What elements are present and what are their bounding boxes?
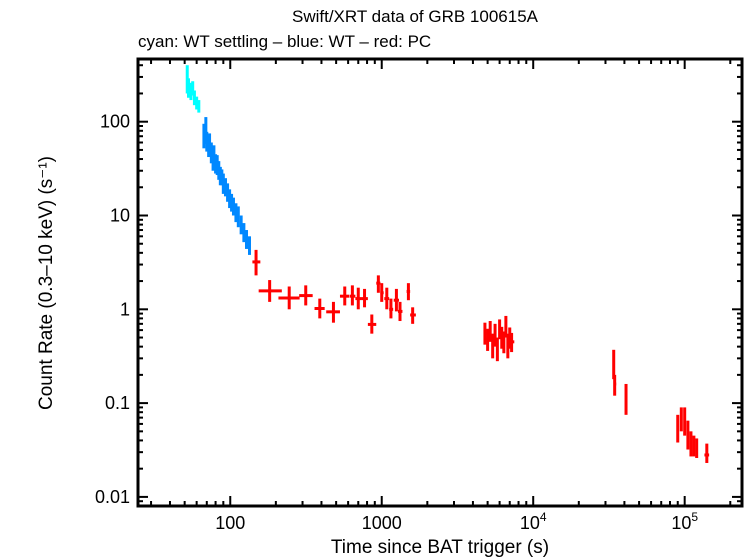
data-point <box>380 283 384 302</box>
y-tick-label: 0.1 <box>105 393 130 413</box>
data-point <box>510 332 515 353</box>
data-point <box>397 301 403 322</box>
data-point <box>488 321 492 342</box>
y-tick-label: 0.01 <box>95 487 130 507</box>
x-tick-label: 105 <box>671 510 698 533</box>
data-point <box>239 215 243 235</box>
x-axis-label: Time since BAT trigger (s) <box>331 537 549 558</box>
data-point <box>384 287 390 310</box>
data-point <box>612 349 616 380</box>
y-tick-label: 100 <box>100 112 130 132</box>
data-point <box>367 314 377 334</box>
data-point <box>692 435 696 457</box>
chart-title: Swift/XRT data of GRB 100615A <box>292 7 539 26</box>
data-point <box>226 183 230 202</box>
data-point <box>314 298 325 319</box>
y-tick-label: 10 <box>110 205 130 225</box>
data-point <box>191 81 195 96</box>
data-point <box>502 331 506 354</box>
data-point <box>234 203 238 223</box>
data-point <box>355 287 362 310</box>
data-point <box>686 420 690 450</box>
axis-ticks: 100 1000 104 105 0.01 0.1 1 10 100 <box>95 59 742 533</box>
data-points <box>185 65 710 463</box>
x-tick-exponent: 4 <box>540 510 547 524</box>
data-point <box>613 374 617 396</box>
data-point <box>195 96 199 110</box>
chart-subtitle: cyan: WT settling – blue: WT – red: PC <box>138 32 431 51</box>
data-point <box>410 307 416 324</box>
data-point <box>192 90 196 106</box>
data-point <box>683 407 687 436</box>
plot-frame <box>136 57 744 508</box>
data-point <box>278 286 300 310</box>
data-point <box>258 280 282 302</box>
data-point <box>228 189 232 209</box>
data-point <box>483 322 487 345</box>
data-point <box>624 383 628 415</box>
data-point <box>676 414 680 443</box>
data-point <box>695 438 699 458</box>
data-point <box>349 285 356 306</box>
data-point <box>393 288 399 312</box>
data-point <box>221 173 225 194</box>
data-point <box>299 285 313 306</box>
data-point <box>389 298 394 319</box>
data-point <box>361 288 368 308</box>
data-point <box>248 236 252 255</box>
data-point <box>689 431 693 457</box>
data-point <box>704 443 710 463</box>
series-wt <box>202 117 252 255</box>
data-point <box>493 323 497 347</box>
x-tick-label: 1000 <box>362 513 402 533</box>
data-point <box>242 223 246 243</box>
data-point <box>326 301 340 323</box>
series-pc <box>252 249 710 463</box>
data-point <box>223 178 227 197</box>
series-wt-settling <box>185 65 201 113</box>
data-point <box>486 328 490 351</box>
data-point <box>236 206 240 228</box>
data-point <box>504 315 508 338</box>
y-tick-label: 1 <box>120 299 130 319</box>
y-axis-label: Count Rate (0.3–10 keV) (s⁻¹) <box>36 156 57 410</box>
data-point <box>679 407 683 432</box>
data-point <box>495 337 499 362</box>
data-point <box>491 333 495 359</box>
data-point <box>406 283 411 301</box>
data-point <box>186 78 190 98</box>
data-point <box>231 197 235 216</box>
data-point <box>244 230 248 249</box>
x-tick-label: 104 <box>520 510 547 533</box>
data-point <box>376 275 381 293</box>
data-point <box>197 100 201 113</box>
data-point <box>339 286 350 306</box>
x-tick-exponent: 5 <box>691 510 698 524</box>
data-point <box>252 249 261 276</box>
x-tick-label: 100 <box>215 513 245 533</box>
